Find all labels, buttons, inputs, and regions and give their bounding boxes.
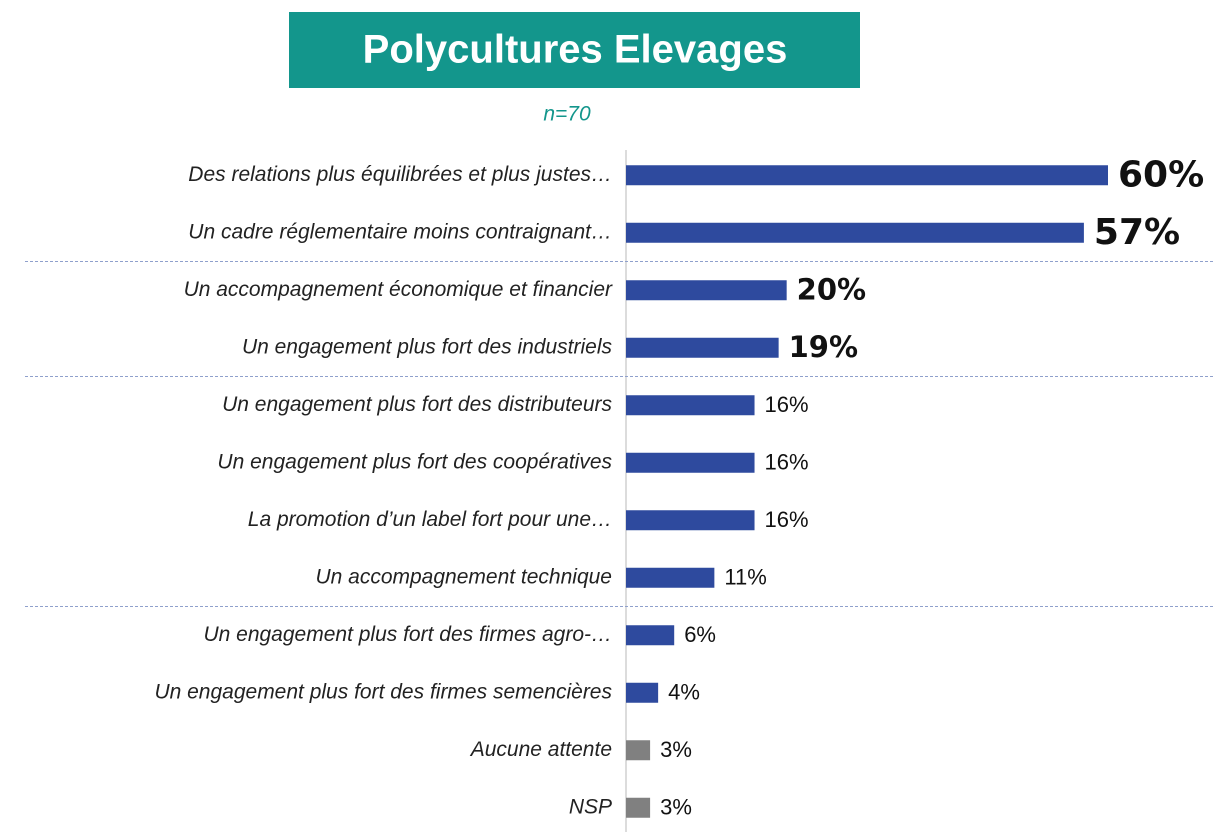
category-label: NSP	[569, 795, 612, 818]
value-label: 3%	[660, 737, 692, 762]
bar	[626, 165, 1108, 186]
value-label: 19%	[789, 330, 858, 364]
bar	[626, 625, 675, 646]
bar	[626, 567, 715, 588]
value-label: 16%	[765, 507, 809, 532]
category-label: Un cadre réglementaire moins contraignan…	[188, 220, 612, 243]
bar	[626, 510, 755, 531]
title-box	[289, 12, 860, 88]
value-label: 57%	[1094, 212, 1180, 253]
category-label: La promotion d’un label fort pour une…	[248, 508, 612, 531]
category-label: Un engagement plus fort des firmes agro-…	[203, 623, 612, 646]
category-label: Un accompagnement économique et financie…	[184, 278, 613, 301]
chart-title: Polycultures Elevages	[363, 28, 788, 72]
bar	[626, 337, 779, 358]
bar	[626, 682, 659, 703]
category-label: Aucune attente	[469, 738, 612, 761]
value-label: 3%	[660, 795, 692, 820]
bar	[626, 222, 1084, 243]
value-label: 60%	[1118, 154, 1204, 195]
value-label: 16%	[765, 392, 809, 417]
bar	[626, 740, 651, 761]
value-label: 4%	[668, 680, 700, 705]
value-label: 20%	[797, 272, 866, 306]
category-label: Un engagement plus fort des firmes semen…	[154, 680, 612, 703]
bar	[626, 280, 787, 301]
bar	[626, 452, 755, 473]
chart-subtitle: n=70	[543, 103, 591, 126]
category-label: Un engagement plus fort des distributeur…	[222, 393, 612, 416]
value-label: 6%	[684, 622, 716, 647]
category-label: Un engagement plus fort des coopératives	[217, 450, 612, 473]
value-label: 11%	[724, 565, 766, 590]
bar	[626, 395, 755, 416]
value-label: 16%	[765, 450, 809, 475]
category-label: Un accompagnement technique	[315, 565, 612, 588]
category-label: Des relations plus équilibrées et plus j…	[188, 163, 612, 186]
bar	[626, 797, 651, 818]
category-label: Un engagement plus fort des industriels	[242, 335, 613, 358]
